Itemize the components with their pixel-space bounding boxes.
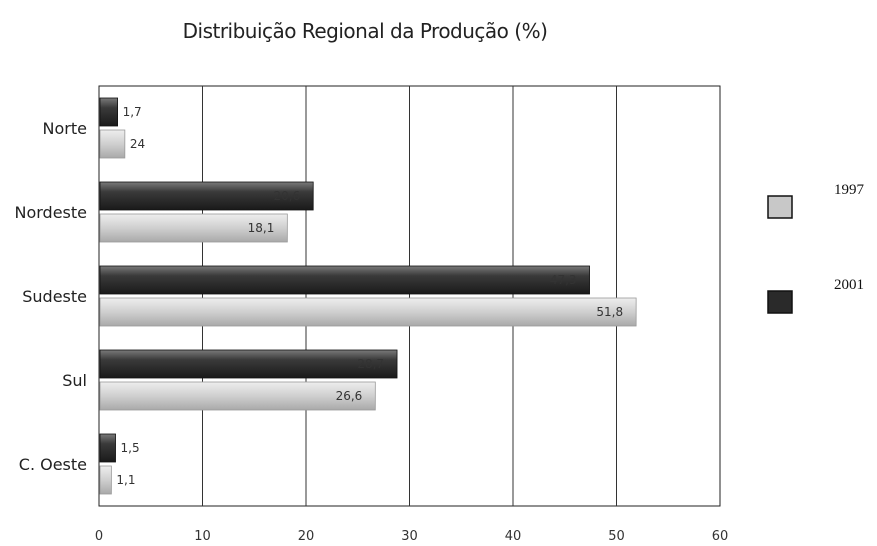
category-label: Sudeste xyxy=(22,287,87,306)
legend-swatch-2001 xyxy=(767,290,793,314)
x-tick-label: 40 xyxy=(505,529,522,544)
category-label: Sul xyxy=(62,371,87,390)
bar-1997 xyxy=(99,465,112,495)
x-tick-label: 50 xyxy=(608,529,625,544)
data-label: 1,5 xyxy=(121,441,140,455)
data-label: 47,3 xyxy=(550,273,577,287)
bar-2001 xyxy=(99,349,398,379)
category-label: Norte xyxy=(43,119,87,138)
legend-swatch-1997 xyxy=(767,195,793,219)
bar-2001 xyxy=(99,97,118,127)
bar-2001 xyxy=(99,181,314,211)
legend: 1997 2001 xyxy=(767,182,865,314)
category-label: Nordeste xyxy=(14,203,87,222)
bar-2001 xyxy=(99,265,590,295)
data-label: 18,1 xyxy=(248,221,275,235)
data-label: 20,6 xyxy=(273,189,300,203)
bar-1997 xyxy=(99,297,637,327)
bar-2001 xyxy=(99,433,116,463)
x-tick-label: 10 xyxy=(194,529,211,544)
data-label: 1,7 xyxy=(123,105,142,119)
x-tick-label: 30 xyxy=(401,529,418,544)
category-label: C. Oeste xyxy=(19,455,87,474)
x-tick-label: 60 xyxy=(712,529,729,544)
legend-label-1997: 1997 xyxy=(834,182,865,198)
chart-title: Distribuição Regional da Produção (%) xyxy=(183,19,548,43)
legend-label-2001: 2001 xyxy=(834,277,864,293)
data-label: 24 xyxy=(130,137,145,151)
bar-1997 xyxy=(99,129,126,159)
x-tick-label: 0 xyxy=(95,529,103,544)
bar-1997 xyxy=(99,213,288,243)
bar-1997 xyxy=(99,381,376,411)
data-label: 28,7 xyxy=(357,357,384,371)
plot-area: 0 10 20 30 40 50 60 Norte 1,7 24 Nordeste 20,6 18,1 S… xyxy=(14,85,729,544)
x-tick-label: 20 xyxy=(298,529,315,544)
data-label: 26,6 xyxy=(336,389,363,403)
data-label: 51,8 xyxy=(596,305,623,319)
data-label: 1,1 xyxy=(116,473,135,487)
